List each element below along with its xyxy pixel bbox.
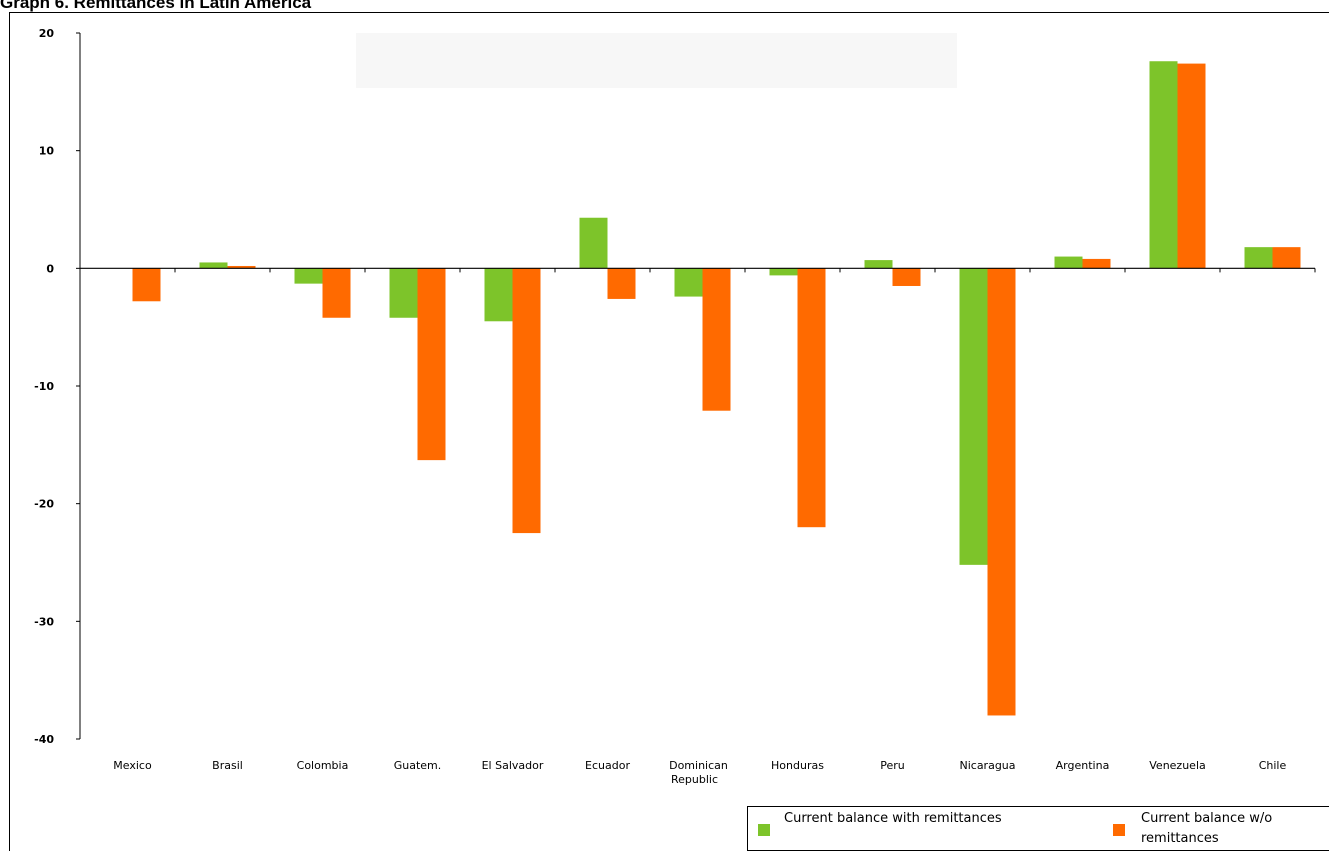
x-category-label: Nicaragua [959, 759, 1015, 772]
y-tick-label: -20 [34, 498, 54, 511]
bar-with-remittances [959, 268, 988, 565]
bar-with-remittances [1149, 61, 1178, 269]
bar-without-remittances [227, 265, 256, 269]
bar-with-remittances [389, 268, 418, 318]
bar-with-remittances [769, 268, 798, 276]
y-tick-label: 20 [39, 27, 55, 40]
legend: Current balance with remittances Current… [747, 806, 1329, 851]
x-category-label: Guatem. [394, 759, 442, 772]
y-tick-label: 0 [46, 262, 54, 275]
bar-with-remittances [294, 268, 323, 284]
legend-label-with: Current balance with remittances [784, 811, 1002, 826]
x-category-label: Honduras [771, 759, 824, 772]
x-category-label: Venezuela [1149, 759, 1206, 772]
x-category-label: El Salvador [482, 759, 544, 772]
legend-swatch-with [758, 824, 770, 836]
bar-without-remittances [1082, 258, 1111, 269]
y-tick-label: -40 [34, 733, 54, 746]
page-title: Graph 6. Remittances in Latin America [0, 0, 312, 12]
chart-frame [9, 12, 1329, 851]
bar-without-remittances [1177, 63, 1206, 269]
bar-without-remittances [797, 268, 826, 528]
x-category-label: Mexico [113, 759, 152, 772]
bar-with-remittances [864, 260, 893, 269]
y-tick-label: -10 [34, 380, 54, 393]
y-tick-label: 10 [39, 145, 55, 158]
bar-with-remittances [1244, 247, 1273, 269]
x-category-label: Colombia [297, 759, 349, 772]
bar-without-remittances [702, 268, 731, 411]
bar-without-remittances [417, 268, 446, 461]
chart-title-area [356, 33, 957, 88]
bar-without-remittances [607, 268, 636, 299]
bar-without-remittances [892, 268, 921, 286]
legend-label-without: Current balance w/o remittances [1141, 811, 1273, 846]
x-category-label: Dominican Republic [669, 759, 728, 786]
bar-with-remittances [579, 217, 608, 269]
x-category-label: Argentina [1056, 759, 1110, 772]
legend-swatch-without [1113, 824, 1125, 836]
y-tick-label: -30 [34, 615, 54, 628]
bar-without-remittances [1272, 247, 1301, 269]
bar-with-remittances [1054, 256, 1083, 269]
bar-with-remittances [674, 268, 703, 297]
bar-without-remittances [132, 268, 161, 302]
x-category-label: Chile [1259, 759, 1287, 772]
bar-without-remittances [987, 268, 1016, 716]
bar-with-remittances [199, 262, 228, 269]
bar-without-remittances [512, 268, 541, 534]
x-category-label: Ecuador [585, 759, 630, 772]
x-category-label: Peru [880, 759, 905, 772]
bar-with-remittances [484, 268, 513, 322]
x-category-label: Brasil [212, 759, 243, 772]
bar-without-remittances [322, 268, 351, 318]
